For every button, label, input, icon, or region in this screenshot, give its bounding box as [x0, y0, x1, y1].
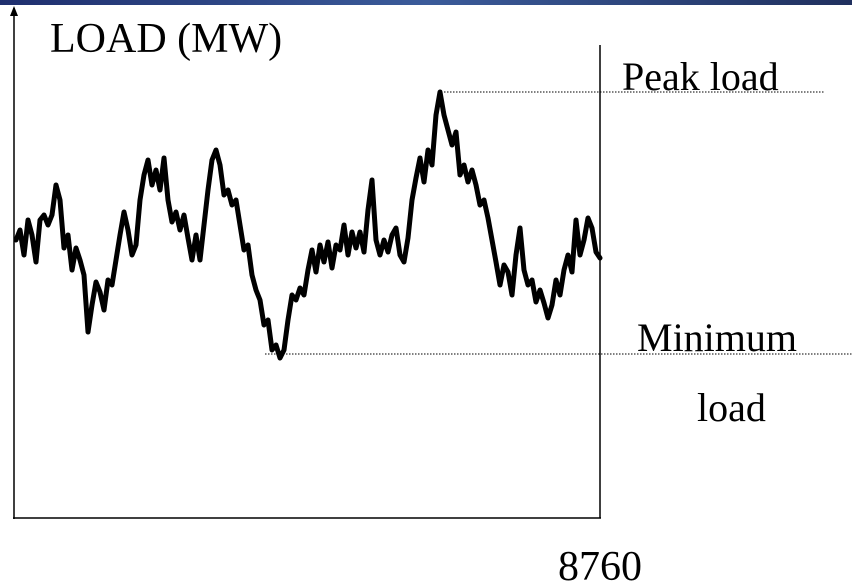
load-line	[13, 89, 603, 361]
y-axis-label: LOAD (MW)	[50, 16, 282, 62]
min-label: load	[697, 385, 766, 430]
y-axis-arrow	[10, 6, 18, 16]
min-label: Minimum	[637, 315, 797, 360]
top-band	[0, 0, 852, 5]
x-tick-label: 8760	[558, 544, 642, 587]
